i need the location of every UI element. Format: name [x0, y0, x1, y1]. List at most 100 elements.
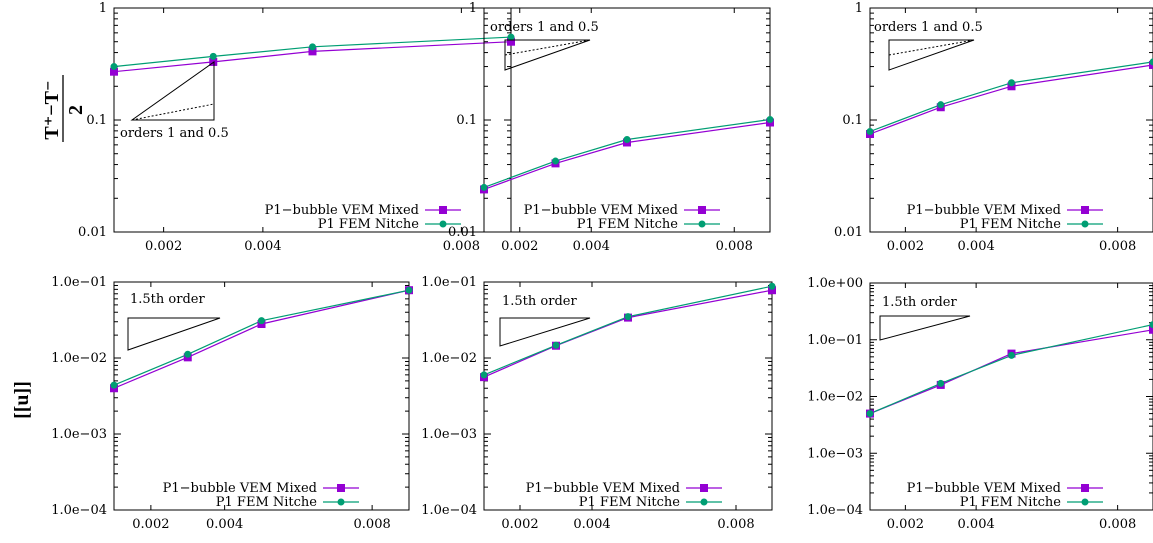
ylabel-denominator: 2: [65, 105, 87, 115]
y-tick-label: 1: [99, 1, 107, 16]
row-label-top: T⁺−T⁻ 2: [41, 75, 87, 142]
x-tick-label: 0.008: [443, 239, 480, 254]
legend-marker-fem: [1082, 221, 1089, 228]
triangle-label: 1.5th order: [882, 295, 957, 310]
y-tick-label: 1.0e−02: [807, 390, 863, 405]
y-tick-label: 0.1: [86, 113, 107, 128]
y-tick-label: 1.0e−04: [421, 503, 477, 518]
legend-label-fem: P1 FEM Nitche: [960, 217, 1062, 232]
y-tick-label: 1.0e−03: [807, 446, 863, 461]
y-tick-label: 1.0e−01: [51, 275, 107, 290]
x-tick-label: 0.008: [1099, 239, 1136, 254]
legend: P1−bubble VEM MixedP1 FEM Nitche: [907, 203, 1103, 232]
x-tick-label: 0.004: [573, 517, 610, 532]
legend-marker-vem: [439, 206, 447, 214]
x-tick-label: 0.002: [132, 517, 169, 532]
data-point-fem: [553, 342, 560, 349]
series-line-fem: [484, 120, 770, 188]
triangle-outline: [505, 40, 590, 70]
x-tick-label: 0.002: [887, 517, 924, 532]
triangle-outline: [500, 318, 590, 346]
y-tick-label: 1.0e−04: [51, 503, 107, 518]
series-line-fem: [870, 325, 1153, 414]
data-point-fem: [210, 53, 217, 60]
x-tick-label: 0.002: [887, 239, 924, 254]
series-line-fem: [870, 62, 1153, 132]
x-tick-label: 0.004: [244, 239, 281, 254]
data-point-fem: [769, 283, 776, 290]
data-point-fem: [406, 287, 413, 294]
triangle-outline: [880, 316, 970, 340]
triangle-label: orders 1 and 0.5: [490, 20, 599, 35]
data-point-fem: [258, 317, 265, 324]
y-tick-label: 1.0e−01: [807, 333, 863, 348]
legend-marker-vem: [698, 206, 706, 214]
x-tick-label: 0.008: [717, 517, 754, 532]
legend-marker-fem: [1082, 499, 1089, 506]
triangle-outline: [889, 40, 974, 70]
y-tick-label: 0.01: [78, 225, 107, 240]
plot-frame: [484, 8, 770, 232]
legend-label-vem: P1−bubble VEM Mixed: [265, 203, 419, 218]
legend-marker-fem: [338, 499, 345, 506]
y-tick-label: 1: [855, 1, 863, 16]
triangle-label: orders 1 and 0.5: [120, 126, 229, 141]
legend-label-vem: P1−bubble VEM Mixed: [907, 481, 1061, 496]
legend-label-fem: P1 FEM Nitche: [960, 495, 1062, 510]
data-point-fem: [552, 158, 559, 165]
chart-panel-2: 0.002 0.004 0.0080.010.11P1−bubble VEM Mix…: [448, 1, 774, 254]
slope-triangle: 1.5th order: [128, 292, 220, 350]
x-tick-label: 0.008: [354, 517, 391, 532]
y-tick-label: 1.0e−03: [51, 427, 107, 442]
data-point-fem: [1008, 352, 1015, 359]
data-point-fem: [184, 351, 191, 358]
x-tick-label: 0.002: [501, 517, 538, 532]
legend-marker-vem: [1081, 206, 1089, 214]
row-label-bottom: [[u]]: [11, 381, 33, 419]
y-tick-label: 0.01: [834, 225, 863, 240]
legend-marker-vem: [700, 484, 708, 492]
data-point-fem: [624, 136, 631, 143]
triangle-dotted-line: [889, 40, 974, 55]
triangle-outline: [132, 62, 214, 120]
data-point-fem: [867, 128, 874, 135]
triangle-label: orders 1 and 0.5: [874, 20, 983, 35]
slope-triangle: 1.5th order: [880, 295, 970, 340]
legend-label-fem: P1 FEM Nitche: [577, 217, 679, 232]
x-tick-label: 0.002: [145, 239, 182, 254]
slope-triangle: orders 1 and 0.5: [120, 62, 229, 141]
legend-label-fem: P1 FEM Nitche: [216, 495, 318, 510]
legend-label-vem: P1−bubble VEM Mixed: [907, 203, 1061, 218]
x-tick-label: 0.008: [1099, 517, 1136, 532]
plot-frame: [114, 282, 409, 510]
data-point-fem: [767, 116, 774, 123]
y-tick-label: 1.0e−02: [51, 351, 107, 366]
slope-triangle: orders 1 and 0.5: [490, 20, 599, 70]
data-point-fem: [481, 371, 488, 378]
legend-marker-fem: [699, 221, 706, 228]
legend-marker-fem: [440, 221, 447, 228]
legend: P1−bubble VEM MixedP1 FEM Nitche: [907, 481, 1103, 510]
triangle-dotted-line: [132, 104, 214, 120]
legend: P1−bubble VEM MixedP1 FEM Nitche: [526, 481, 722, 510]
slope-triangle: orders 1 and 0.5: [874, 20, 983, 70]
triangle-label: 1.5th order: [502, 294, 577, 309]
x-tick-label: 0.004: [573, 239, 610, 254]
x-tick-label: 0.008: [716, 239, 753, 254]
data-point-fem: [309, 43, 316, 50]
data-point-fem: [111, 382, 118, 389]
y-tick-label: 0.1: [842, 113, 863, 128]
y-tick-label: 1: [469, 1, 477, 16]
series-line-vem: [870, 65, 1153, 134]
triangle-label: 1.5th order: [130, 292, 205, 307]
legend-marker-vem: [1081, 484, 1089, 492]
triangle-outline: [128, 318, 220, 350]
legend-marker-fem: [701, 499, 708, 506]
y-tick-label: 0.01: [448, 225, 477, 240]
x-tick-label: 0.004: [958, 239, 995, 254]
